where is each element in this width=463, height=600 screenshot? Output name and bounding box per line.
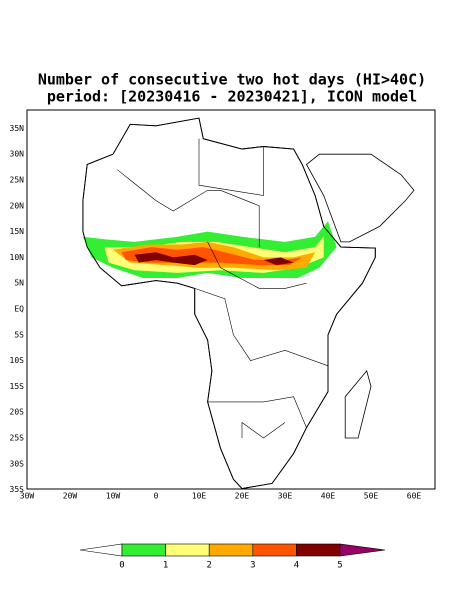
lon-label: 60E	[407, 492, 422, 501]
lat-label: 5S	[14, 330, 24, 339]
colorbar-segment	[296, 543, 341, 557]
border	[194, 288, 329, 367]
hot-day-area	[134, 252, 208, 266]
land	[305, 153, 415, 243]
border	[207, 396, 307, 428]
map-subtitle: period: [20230416 - 20230421], ICON mode…	[47, 88, 417, 106]
lat-label: 15N	[10, 227, 25, 236]
colorbar-segment	[208, 543, 254, 557]
lon-label: 20W	[63, 492, 78, 501]
lat-label: 10N	[10, 253, 25, 262]
lon-label: 20E	[235, 492, 250, 501]
colorbar-label: 2	[206, 561, 211, 571]
colorbar-segment	[252, 543, 297, 557]
colorbar-segment	[165, 543, 210, 557]
border	[207, 241, 307, 289]
lon-label: 30W	[20, 492, 35, 501]
colorbar: 0 1 2 3 4 5	[79, 543, 386, 571]
colorbar-label: 3	[250, 561, 255, 571]
lon-label: 40E	[321, 492, 336, 501]
lat-label: 10S	[10, 356, 25, 365]
lat-label: 5N	[14, 279, 24, 288]
border	[198, 138, 264, 196]
border	[241, 421, 286, 439]
map-title: Number of consecutive two hot days (HI>4…	[38, 71, 426, 89]
lon-label: 0	[154, 492, 159, 501]
colorbar-label: 4	[294, 561, 299, 571]
lat-label: 20N	[10, 201, 25, 210]
map-frame	[26, 109, 436, 490]
lon-label: 30E	[278, 492, 293, 501]
island	[344, 370, 372, 439]
lat-label: 20S	[10, 408, 25, 417]
map-area	[82, 117, 415, 490]
colorbar-segment	[121, 543, 166, 557]
lat-label: 30N	[10, 150, 25, 159]
hot-day-area	[263, 257, 294, 266]
lat-label: 25N	[10, 176, 25, 185]
lat-label: 35S	[10, 485, 25, 494]
lat-label: 30S	[10, 459, 25, 468]
colorbar-label: 0	[119, 561, 124, 571]
lon-label: 10E	[192, 492, 207, 501]
lat-label: EQ	[14, 305, 24, 314]
lat-label: 25S	[10, 434, 25, 443]
lat-label: 15S	[10, 382, 25, 391]
border	[117, 169, 260, 248]
lon-label: 50E	[364, 492, 379, 501]
colorbar-end	[339, 543, 386, 557]
lon-label: 10W	[106, 492, 121, 501]
lat-label: 35N	[10, 124, 25, 133]
colorbar-label: 1	[163, 561, 168, 571]
colorbar-end	[79, 543, 123, 557]
colorbar-label: 5	[337, 561, 342, 571]
